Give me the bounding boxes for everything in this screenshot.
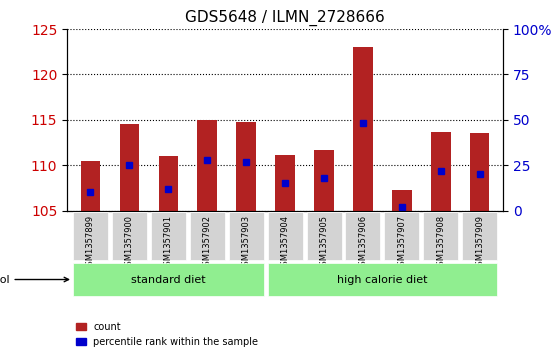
Legend: count, percentile rank within the sample: count, percentile rank within the sample — [72, 318, 262, 351]
FancyBboxPatch shape — [112, 212, 147, 260]
Text: GSM1357902: GSM1357902 — [203, 215, 212, 270]
FancyBboxPatch shape — [385, 212, 419, 260]
FancyBboxPatch shape — [423, 212, 458, 260]
Bar — [159, 156, 178, 211]
FancyBboxPatch shape — [306, 212, 342, 260]
Bar — [276, 155, 295, 211]
Text: GSM1357906: GSM1357906 — [358, 215, 367, 271]
Text: standard diet: standard diet — [131, 274, 206, 285]
Text: GSM1357905: GSM1357905 — [320, 215, 329, 270]
FancyBboxPatch shape — [229, 212, 264, 260]
Text: GSM1357901: GSM1357901 — [164, 215, 173, 270]
FancyBboxPatch shape — [345, 212, 381, 260]
Text: high calorie diet: high calorie diet — [337, 274, 428, 285]
Bar — [431, 131, 451, 211]
Text: GSM1357909: GSM1357909 — [475, 215, 484, 270]
Bar — [80, 160, 100, 211]
Text: GSM1357900: GSM1357900 — [125, 215, 134, 270]
Bar — [470, 133, 490, 211]
Bar — [353, 47, 373, 211]
FancyBboxPatch shape — [151, 212, 186, 260]
Text: GSM1357908: GSM1357908 — [437, 215, 446, 271]
Title: GDS5648 / ILMN_2728666: GDS5648 / ILMN_2728666 — [185, 10, 385, 26]
Text: GSM1357907: GSM1357907 — [397, 215, 406, 271]
Text: GSM1357904: GSM1357904 — [281, 215, 290, 270]
FancyBboxPatch shape — [73, 212, 108, 260]
Text: GSM1357903: GSM1357903 — [241, 215, 250, 271]
Bar — [120, 124, 139, 211]
FancyBboxPatch shape — [268, 263, 498, 296]
FancyBboxPatch shape — [190, 212, 225, 260]
Bar — [314, 150, 334, 211]
FancyBboxPatch shape — [73, 263, 264, 296]
Bar — [197, 120, 217, 211]
FancyBboxPatch shape — [268, 212, 302, 260]
Bar — [236, 122, 256, 211]
FancyBboxPatch shape — [462, 212, 498, 260]
Text: growth protocol: growth protocol — [0, 274, 69, 285]
Bar — [392, 189, 411, 211]
Text: GSM1357899: GSM1357899 — [86, 215, 95, 271]
